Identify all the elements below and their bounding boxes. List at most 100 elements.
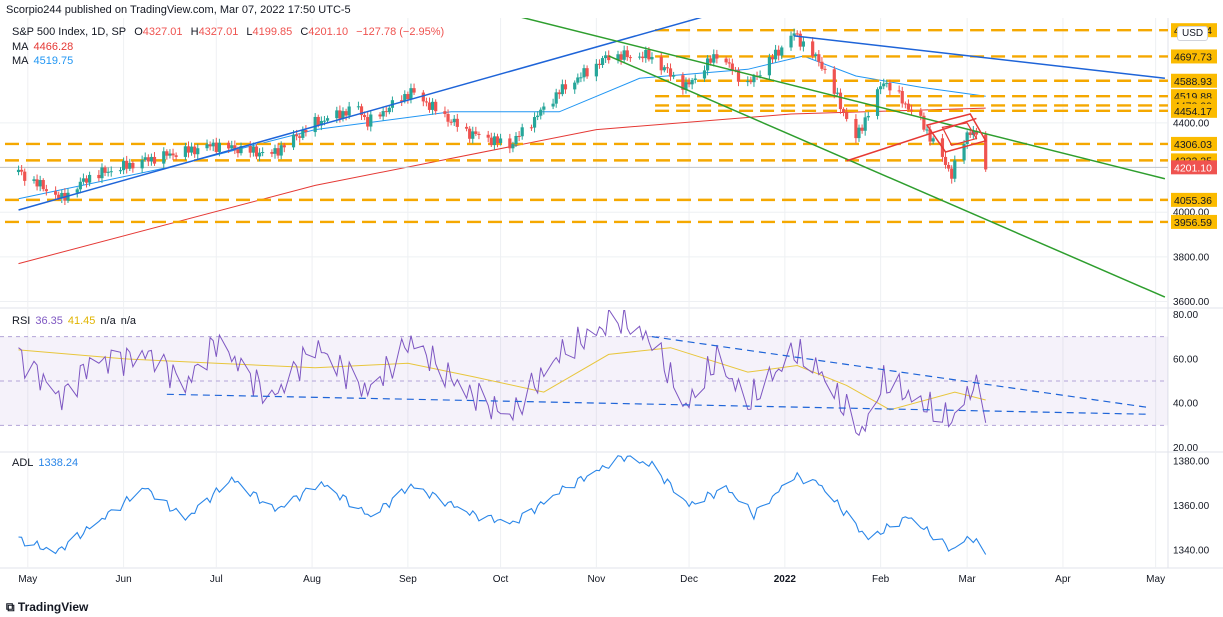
- candle-body: [962, 143, 966, 161]
- x-tick-label: Mar: [959, 574, 977, 585]
- price-tick-label: 4400.00: [1173, 118, 1210, 129]
- candle-body: [452, 118, 456, 123]
- candle-body: [554, 92, 558, 104]
- candle-body: [712, 54, 716, 63]
- candle-body: [820, 61, 824, 69]
- trendline: [521, 18, 1166, 180]
- wedge-pattern: [925, 113, 987, 153]
- candle-body: [557, 92, 561, 95]
- ma1-legend: MA 4466.28: [12, 41, 74, 53]
- rsi-line: [18, 310, 987, 437]
- low-value: L4199.85: [246, 26, 293, 38]
- candle-body: [727, 62, 731, 64]
- candle-body: [888, 82, 892, 91]
- x-tick-label: Aug: [303, 574, 321, 585]
- candle-body: [421, 92, 425, 102]
- candle-body: [974, 130, 979, 135]
- candle-body: [838, 92, 843, 110]
- level-tag: [1171, 73, 1217, 88]
- x-tick-label: Jul: [210, 574, 223, 585]
- candle-body: [832, 69, 836, 94]
- tradingview-logo-icon: ⧉: [6, 600, 18, 614]
- candle-body: [532, 117, 537, 128]
- candle-body: [749, 81, 753, 83]
- candle-body: [208, 144, 212, 147]
- candle-body: [143, 157, 147, 160]
- candle-body: [430, 101, 435, 110]
- candle-body: [387, 107, 391, 113]
- candle-body: [298, 136, 302, 138]
- candle-body: [811, 41, 815, 57]
- candle-body: [542, 106, 546, 110]
- candle-body: [384, 111, 388, 113]
- x-tick-label: May: [18, 574, 37, 585]
- candle-body: [366, 117, 370, 127]
- candle-body: [196, 148, 200, 155]
- candle-body: [906, 103, 911, 110]
- x-tick-label: 2022: [774, 574, 797, 585]
- candle-body: [659, 56, 663, 71]
- candle-body: [356, 106, 361, 108]
- candle-body: [434, 101, 438, 112]
- candle-body: [798, 33, 802, 47]
- candle-body: [777, 49, 781, 56]
- candle-body: [322, 120, 327, 122]
- candle-body: [817, 54, 821, 62]
- rsi-plot: [18, 310, 1150, 437]
- trendline: [794, 35, 1165, 80]
- candle-body: [597, 63, 602, 65]
- candle-body: [579, 77, 583, 79]
- candle-body: [730, 63, 734, 71]
- candle-body: [560, 84, 564, 95]
- candle-body: [347, 106, 351, 116]
- candle-body: [758, 75, 762, 77]
- candle-body: [536, 115, 540, 118]
- candle-body: [270, 152, 274, 154]
- adl-tick-label: 1340.00: [1173, 546, 1210, 557]
- rsi-legend: RSI 36.35 41.45 n/a n/a: [12, 315, 136, 327]
- ma2-legend: MA 4519.75: [12, 55, 74, 67]
- candle-body: [585, 68, 589, 77]
- candle-body: [687, 82, 691, 85]
- candle-body: [400, 100, 404, 102]
- candle-body: [81, 178, 86, 182]
- candle-body: [520, 127, 524, 137]
- level-tag: [1171, 192, 1217, 207]
- level-label: 4588.93: [1174, 76, 1212, 88]
- candle-body: [282, 145, 286, 148]
- candle-body: [841, 109, 846, 113]
- candle-body: [495, 136, 500, 144]
- candle-body: [943, 156, 948, 165]
- candle-body: [563, 84, 568, 90]
- candle-body: [767, 57, 771, 76]
- adl-tick-label: 1360.00: [1173, 501, 1210, 512]
- tradingview-logo[interactable]: ⧉ TradingView: [6, 600, 89, 614]
- candle-body: [325, 118, 330, 121]
- rsi-tick-label: 20.00: [1173, 443, 1198, 454]
- candle-body: [672, 75, 676, 77]
- currency-badge[interactable]: USD: [1177, 26, 1209, 41]
- candle-body: [316, 116, 320, 126]
- candle-body: [186, 146, 191, 153]
- candle-body: [644, 49, 648, 59]
- adl-value: 1338.24: [38, 457, 79, 469]
- candle-body: [517, 135, 521, 137]
- candle-body: [573, 82, 577, 90]
- candle-body: [931, 138, 935, 142]
- candle-body: [511, 144, 515, 149]
- ma1-value: 4466.28: [33, 41, 74, 53]
- rsi-ma-line: [18, 347, 986, 411]
- rsi-tick-label: 80.00: [1173, 310, 1198, 321]
- candle-body: [789, 35, 793, 48]
- level-tag: [1171, 214, 1217, 229]
- price-plot: [0, 18, 1168, 298]
- candle-body: [174, 155, 178, 157]
- candle-body: [477, 133, 481, 135]
- flag-pattern: [941, 122, 978, 146]
- candle-body: [486, 134, 490, 138]
- candle-body: [489, 137, 493, 146]
- candle-body: [953, 160, 957, 179]
- candle-body: [947, 164, 951, 169]
- candle-body: [770, 57, 775, 60]
- level-tag: [1171, 49, 1217, 64]
